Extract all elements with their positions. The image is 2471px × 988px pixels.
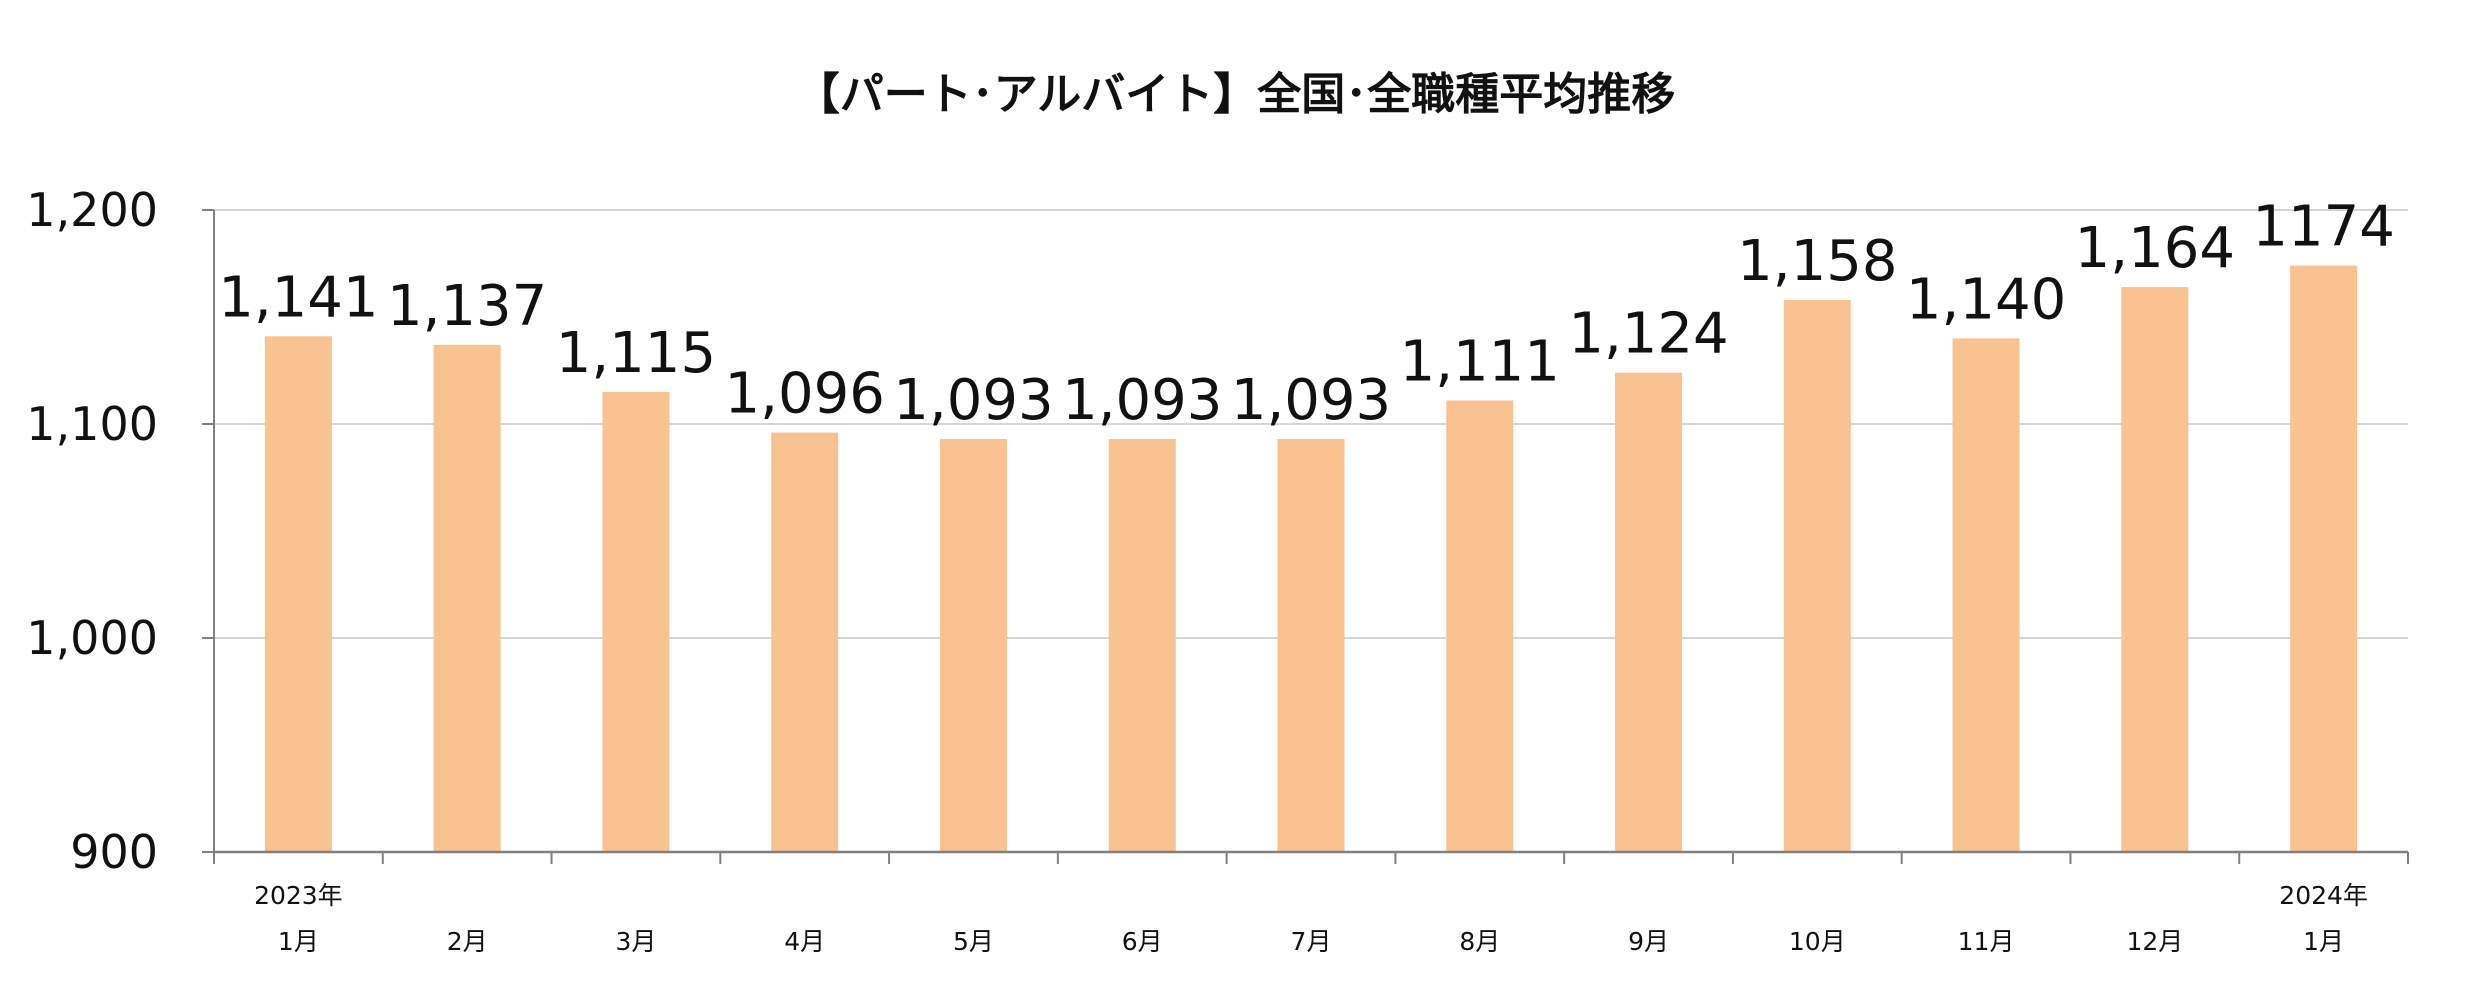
data-label: 1,124 (1568, 302, 1728, 367)
x-tick-year-label: 2024年 (2279, 881, 2368, 910)
data-label: 1,111 (1400, 329, 1560, 394)
x-tick-label: 10月 (1789, 927, 1846, 956)
chart-title: 【パート･アルバイト】全国･全職種平均推移 (795, 69, 1676, 120)
bar (1277, 438, 1345, 852)
data-label: 1,093 (893, 368, 1053, 433)
x-tick-label: 7月 (1291, 927, 1332, 956)
x-tick-label: 4月 (784, 927, 825, 956)
y-tick-label: 1,200 (26, 183, 158, 237)
x-tick-label: 1月 (278, 927, 319, 956)
data-label: 1,115 (556, 321, 716, 386)
y-tick-label: 1,000 (26, 611, 158, 665)
data-label: 1,140 (1906, 267, 2066, 332)
bar (939, 438, 1007, 852)
bar (1783, 299, 1851, 852)
y-tick-label: 900 (70, 825, 158, 879)
data-label: 1,164 (2075, 216, 2235, 281)
bar (1108, 438, 1176, 852)
data-label: 1,137 (387, 274, 547, 339)
axes: 900 1,000 1,100 1,200 2023年 1月 2月 3月 4月 5月 6月 7月 8月 9… (26, 183, 2409, 956)
data-label: 1,158 (1737, 229, 1897, 294)
x-tick-label: 8月 (1459, 927, 1500, 956)
x-tick-year-label: 2023年 (254, 881, 343, 910)
data-label: 1,093 (1231, 368, 1391, 433)
bar (1446, 400, 1514, 852)
x-tick-label: 5月 (953, 927, 994, 956)
x-tick-label: 11月 (1958, 927, 2015, 956)
bar (264, 336, 332, 852)
bars (264, 265, 2358, 852)
bar (602, 391, 670, 852)
x-tick-label: 3月 (615, 927, 656, 956)
x-tick-label: 2月 (447, 927, 488, 956)
bar (2290, 265, 2358, 852)
bar (433, 344, 501, 852)
bar (2121, 287, 2189, 852)
bar (1952, 338, 2020, 852)
data-label: 1,141 (218, 265, 378, 330)
x-tick-label: 6月 (1122, 927, 1163, 956)
bar (771, 432, 839, 852)
bar (1615, 372, 1683, 852)
data-label: 1,096 (725, 362, 885, 427)
y-tick-label: 1,100 (26, 397, 158, 451)
data-label: 1174 (2252, 195, 2395, 260)
x-tick-label: 1月 (2303, 927, 2344, 956)
x-tick-label: 9月 (1628, 927, 1669, 956)
x-tick-label: 12月 (2126, 927, 2183, 956)
data-label: 1,093 (1062, 368, 1222, 433)
